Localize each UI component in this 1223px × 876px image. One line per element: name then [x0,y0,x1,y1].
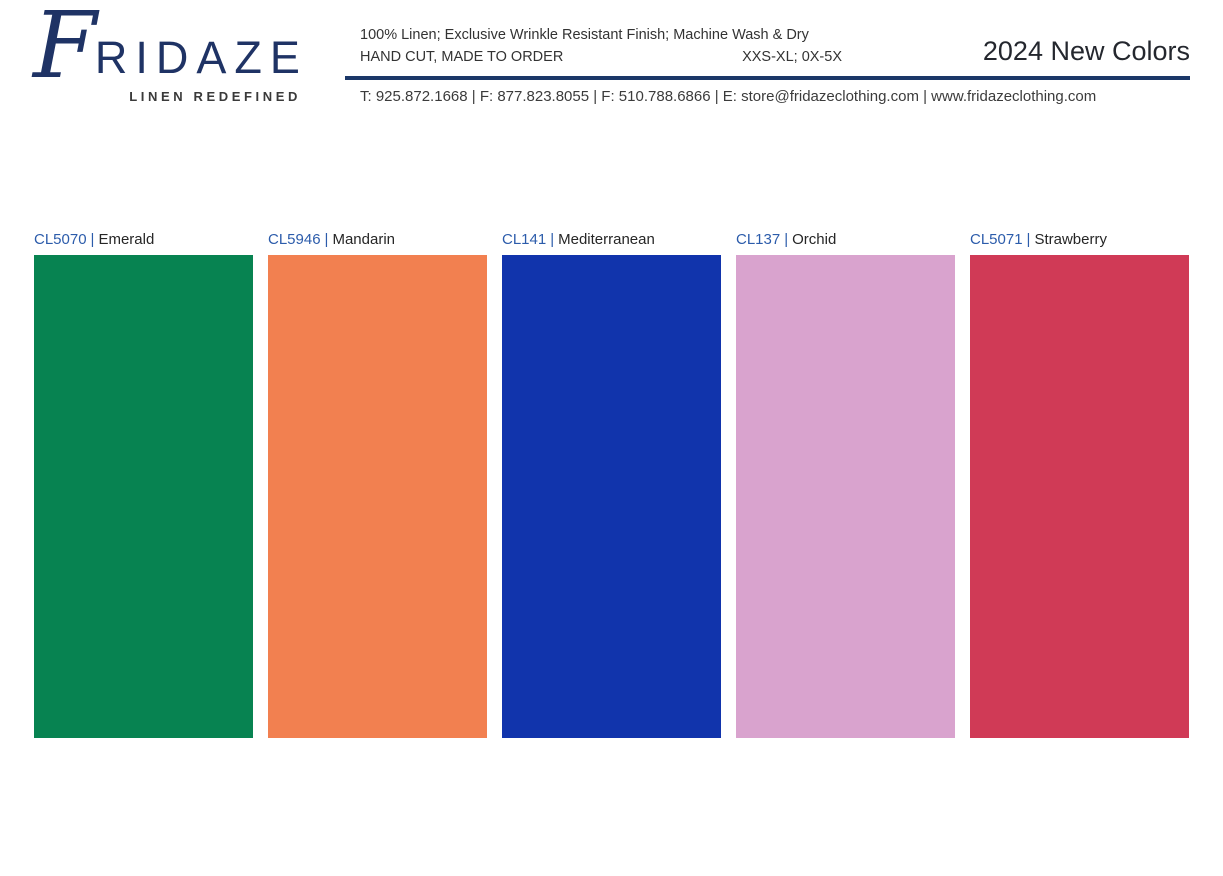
header-divider [345,76,1190,80]
swatch-color-block [268,255,487,738]
swatch-name: Mandarin [332,231,395,248]
logo-wordmark-rest: RIDAZE [94,32,308,83]
product-info: 100% Linen; Exclusive Wrinkle Resistant … [360,25,842,69]
swatch-separator: | [90,231,95,248]
swatch-code: CL137 [736,231,781,248]
swatch-label: CL5946 | Mandarin [268,231,487,248]
swatch-separator: | [550,231,555,248]
swatch-name: Emerald [98,231,155,248]
swatch-code: CL5071 [970,231,1023,248]
product-info-made-to-order: HAND CUT, MADE TO ORDER [360,48,564,65]
swatch-name: Mediterranean [558,231,655,248]
swatch-color-block [970,255,1189,738]
swatch-color-block [736,255,955,738]
logo-tagline: LINEN REDEFINED [129,89,301,105]
swatch-separator: | [1026,231,1031,248]
swatch-mediterranean: CL141 | Mediterranean [502,231,721,738]
product-info-sizes: XXS-XL; 0X-5X [742,48,842,65]
swatch-code: CL5946 [268,231,321,248]
brand-logo: F RIDAZE LINEN REDEFINED [33,0,301,105]
swatch-code: CL141 [502,231,547,248]
swatch-emerald: CL5070 | Emerald [34,231,253,738]
swatch-label: CL5070 | Emerald [34,231,253,248]
swatch-label: CL141 | Mediterranean [502,231,721,248]
swatch-grid: CL5070 | Emerald CL5946 | Mandarin CL141 | Med… [34,231,1189,738]
product-info-line2: HAND CUT, MADE TO ORDER XXS-XL; 0X-5X [360,47,842,69]
swatch-name: Orchid [792,231,837,248]
product-info-fabric: 100% Linen; Exclusive Wrinkle Resistant … [360,27,809,43]
swatch-separator: | [324,231,329,248]
swatch-color-block [34,255,253,738]
swatch-name: Strawberry [1034,231,1107,248]
swatch-label: CL137 | Orchid [736,231,955,248]
contact-line: T: 925.872.1668 | F: 877.823.8055 | F: 5… [360,88,1097,105]
swatch-separator: | [784,231,789,248]
swatch-label: CL5071 | Strawberry [970,231,1189,248]
swatch-code: CL5070 [34,231,87,248]
swatch-orchid: CL137 | Orchid [736,231,955,738]
page-title: 2024 New Colors [982,36,1190,66]
swatch-color-block [502,255,721,738]
swatch-strawberry: CL5071 | Strawberry [970,231,1189,738]
logo-script-f: F [33,0,97,99]
brand-wordmark: F RIDAZE [33,0,301,99]
swatch-mandarin: CL5946 | Mandarin [268,231,487,738]
